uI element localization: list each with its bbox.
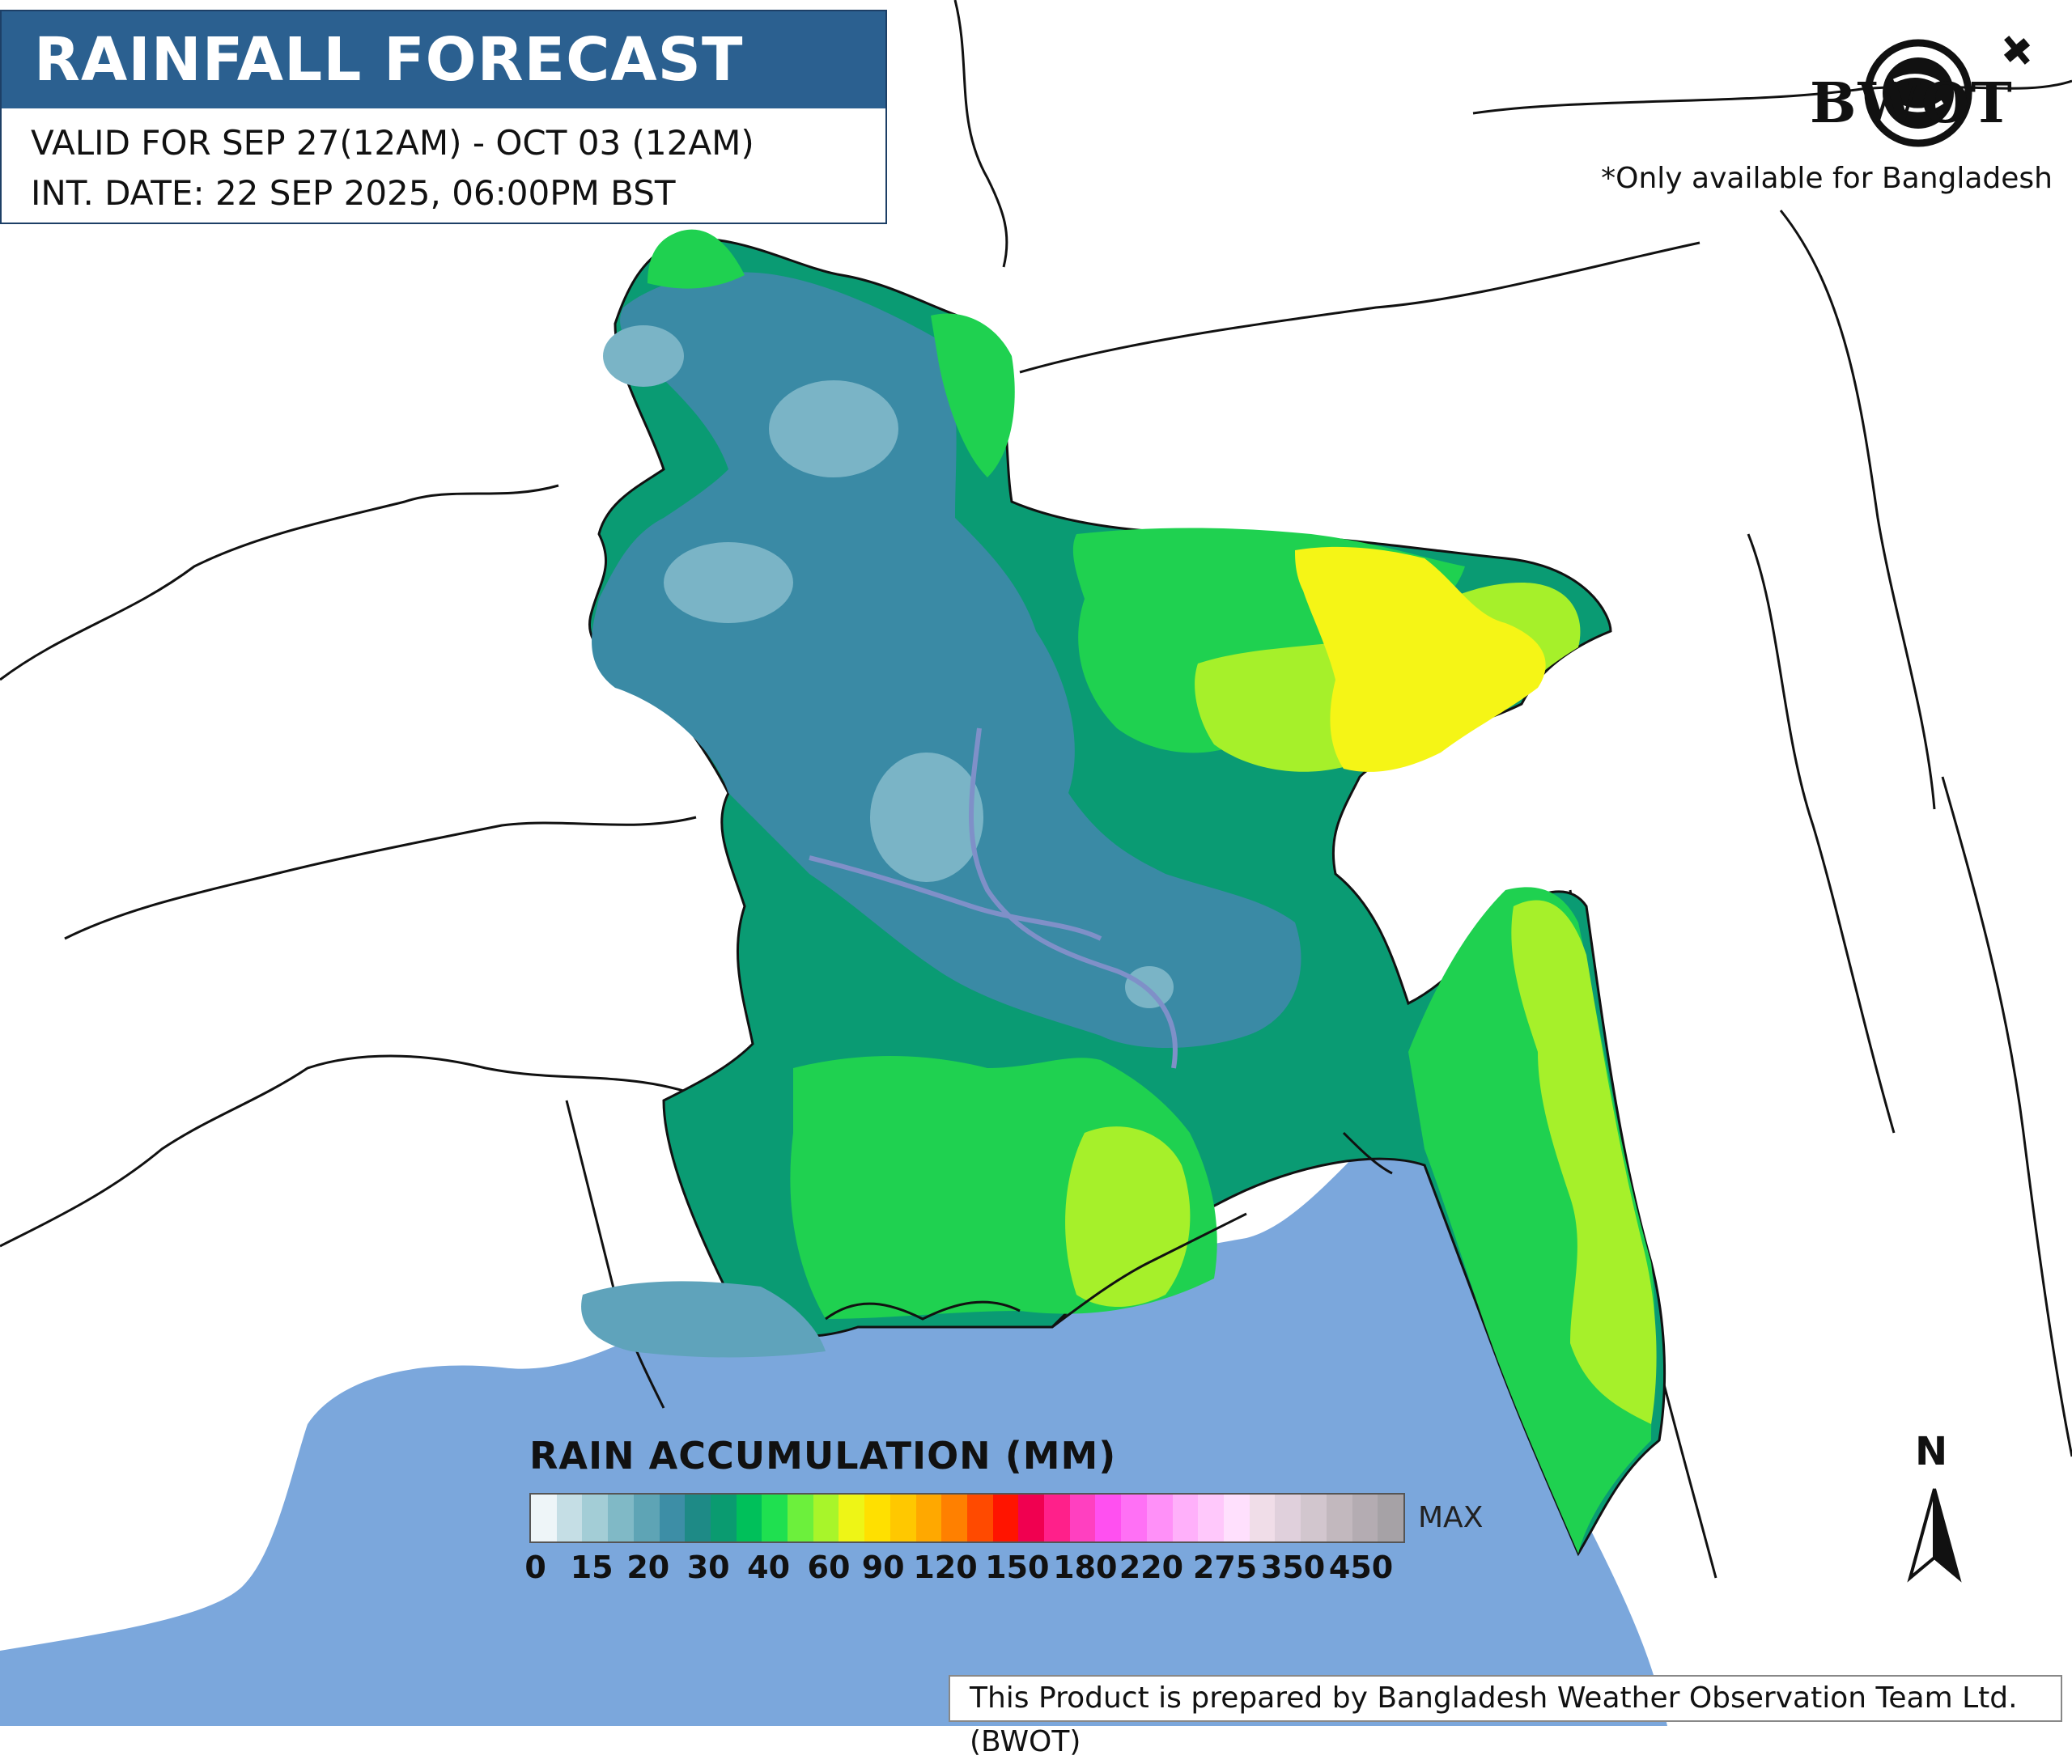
rainfall-map — [0, 0, 2072, 1726]
legend-color-bar — [529, 1493, 1405, 1543]
init-date: INT. DATE: 22 SEP 2025, 06:00PM BST — [31, 173, 676, 213]
legend-swatch — [992, 1495, 1019, 1541]
legend-swatch — [839, 1495, 865, 1541]
legend-swatch — [633, 1495, 660, 1541]
footer-credit: This Product is prepared by Bangladesh W… — [949, 1675, 2062, 1758]
legend-swatch — [659, 1495, 686, 1541]
north-label: N — [1915, 1429, 1948, 1474]
legend-swatch — [788, 1495, 813, 1541]
legend-tick-label: 20 — [626, 1550, 670, 1585]
legend-swatch — [1352, 1495, 1378, 1541]
legend-swatch — [1095, 1495, 1122, 1541]
legend-swatch — [1378, 1495, 1403, 1541]
rain-zone-40-60-southeast — [1511, 900, 1657, 1424]
rivers — [809, 727, 1178, 1069]
legend-swatch — [1044, 1495, 1070, 1541]
legend-tick-labels: 0 15 20 30 40 60 90 120 150 180 220 275 350 450 — [518, 1550, 1433, 1590]
map-title: RAINFALL FORECAST — [2, 11, 885, 108]
legend-swatch — [1198, 1495, 1224, 1541]
legend-swatch — [966, 1495, 993, 1541]
legend-swatch — [1146, 1495, 1173, 1541]
legend-swatch — [1326, 1495, 1352, 1541]
legend-swatch — [1223, 1495, 1250, 1541]
legend-tick-label: 60 — [807, 1550, 851, 1585]
legend-max-label: MAX — [1418, 1501, 1484, 1534]
rain-zone-60-90-northeast — [1295, 546, 1546, 772]
legend-swatch — [1249, 1495, 1276, 1541]
legend-title: RAIN ACCUMULATION (MM) — [529, 1434, 1117, 1478]
legend-swatch — [1069, 1495, 1096, 1541]
legend-tick-label: 180 — [1053, 1550, 1118, 1585]
legend-tick-label: 120 — [913, 1550, 978, 1585]
legend-tick-label: 150 — [985, 1550, 1050, 1585]
rain-zone-40-60-south — [1065, 1126, 1191, 1307]
legend-swatch — [608, 1495, 634, 1541]
legend-swatch — [890, 1495, 916, 1541]
legend-swatch — [710, 1495, 737, 1541]
logo-text: BWOT — [1810, 71, 2014, 136]
legend-swatch — [762, 1495, 788, 1541]
legend-tick-label: 90 — [861, 1550, 905, 1585]
legend-swatch — [531, 1495, 557, 1541]
bwot-logo-icon — [1864, 36, 2031, 147]
north-arrow-icon — [1907, 1488, 1962, 1583]
availability-note: *Only available for Bangladesh — [1601, 162, 2053, 195]
legend-tick-label: 450 — [1328, 1550, 1394, 1585]
legend-swatch — [915, 1495, 942, 1541]
legend-tick-label: 275 — [1192, 1550, 1258, 1585]
legend-swatch — [582, 1495, 609, 1541]
valid-period: VALID FOR SEP 27(12AM) - OCT 03 (12AM) — [31, 123, 754, 163]
legend-swatch — [736, 1495, 762, 1541]
legend-swatch — [864, 1495, 890, 1541]
legend-swatch — [813, 1495, 839, 1541]
boundary-lines — [0, 0, 2072, 1579]
legend-tick-label: 15 — [570, 1550, 614, 1585]
legend-swatch — [556, 1495, 583, 1541]
legend-swatch — [1301, 1495, 1327, 1541]
rain-zone-30-40-top — [648, 229, 745, 289]
rain-zone-15-20-patches — [603, 325, 1174, 1008]
legend-tick-label: 350 — [1260, 1550, 1326, 1585]
legend-swatch — [1121, 1495, 1147, 1541]
coastline — [825, 1131, 1393, 1329]
legend-swatch — [1275, 1495, 1301, 1541]
legend-swatch — [941, 1495, 967, 1541]
rain-zone-30-40-north — [931, 313, 1015, 477]
legend-tick-label: 220 — [1119, 1550, 1184, 1585]
west-coast-islands — [581, 1281, 826, 1358]
rain-zone-20-30-northwest — [592, 272, 1301, 1048]
bay-of-bengal — [0, 1100, 1667, 1726]
legend-tick-label: 0 — [524, 1550, 546, 1585]
legend-swatch — [685, 1495, 711, 1541]
legend-swatch — [1018, 1495, 1045, 1541]
legend-swatch — [1172, 1495, 1199, 1541]
legend-tick-label: 30 — [686, 1550, 730, 1585]
title-box: RAINFALL FORECAST VALID FOR SEP 27(12AM)… — [0, 10, 887, 224]
legend-tick-label: 40 — [747, 1550, 791, 1585]
